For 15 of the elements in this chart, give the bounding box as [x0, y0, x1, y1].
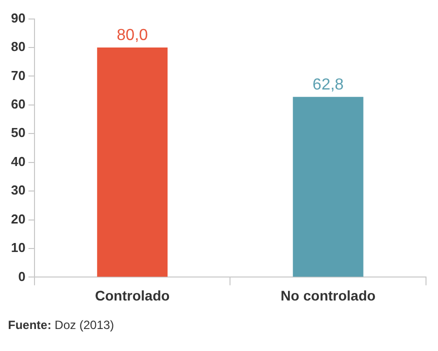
y-tick-label: 30 [10, 182, 26, 198]
x-tick-label: No controlado [280, 287, 376, 304]
y-tick-label: 40 [10, 154, 26, 169]
y-tick-label: 90 [10, 10, 26, 26]
y-tick-label: 70 [10, 68, 26, 83]
y-tick-label: 50 [10, 125, 26, 140]
x-tick-label: Controlado [95, 287, 170, 304]
y-tick-label: 10 [10, 240, 26, 256]
y-tick-label: 60 [10, 96, 26, 112]
y-tick-label: 0 [18, 268, 26, 284]
y-tick-label: 20 [10, 211, 26, 226]
data-label: 80,0 [116, 26, 148, 44]
source-note: Fuente: Doz (2013) [8, 318, 114, 332]
y-tick-label: 80 [10, 39, 26, 54]
data-label: 62,8 [312, 76, 344, 94]
